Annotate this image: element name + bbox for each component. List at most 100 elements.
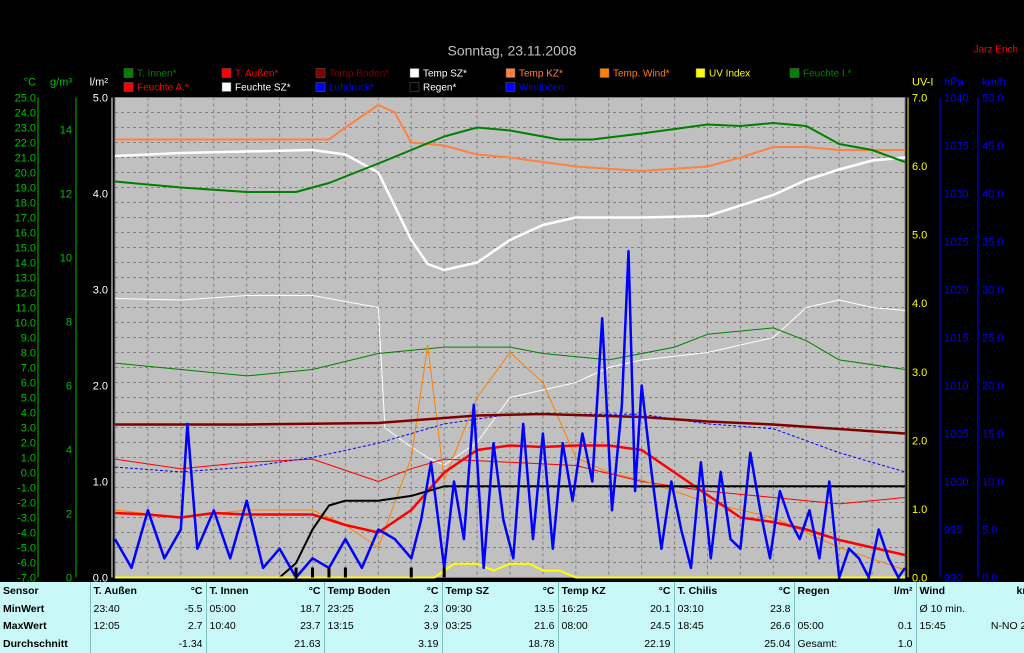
axis-tick-label: 2: [66, 509, 72, 521]
series-layer: [113, 104, 907, 579]
summary-panel: Sensor T. Außen °C T. Innen °C Temp Boden °C Te…: [0, 582, 1024, 653]
axis-unit-label: °C: [24, 77, 36, 89]
axis-tick-label: 10.0: [982, 477, 1003, 489]
axis-tick-label: 13.0: [15, 273, 36, 285]
axis-tick-label: 4.0: [21, 408, 36, 420]
axis-tick-label: 1035: [944, 141, 968, 153]
summary-cell: 2.3: [423, 602, 439, 615]
legend-swatch: [315, 82, 326, 92]
axis-tick-label: -7.0: [17, 573, 36, 585]
axis-tick-label: 16.0: [15, 228, 36, 240]
axis-unit-label: km/h: [982, 77, 1006, 89]
summary-cell: MinWert: [3, 602, 45, 615]
axis-tick-label: 40.0: [982, 189, 1003, 201]
axis-tick-label: 1005: [944, 429, 968, 441]
summary-cell: °C: [778, 584, 791, 597]
summary-cell: °C: [426, 584, 439, 597]
summary-cell: Sensor: [3, 584, 39, 597]
legend-swatch: [123, 68, 134, 78]
axis-tick-label: 17.0: [15, 213, 36, 225]
summary-cell: °C: [658, 584, 671, 597]
axis-tick-label: 3.0: [93, 285, 108, 297]
axis-tick-label: -1.0: [17, 483, 36, 495]
summary-row: Sensor T. Außen °C T. Innen °C Temp Boden °C Te…: [0, 582, 1024, 600]
summary-cell: 05:00: [205, 599, 270, 618]
summary-cell: 2.7: [187, 620, 203, 633]
axis-tick-label: 7.0: [912, 93, 927, 105]
summary-cell: 18:45: [673, 617, 740, 636]
axis-tick-label: 8: [66, 317, 72, 329]
series-line: [115, 412, 906, 435]
summary-cell: km/h: [1016, 584, 1024, 597]
axis-tick-label: 50.0: [982, 93, 1003, 105]
axis-tick-label: 8.0: [21, 348, 36, 360]
series-line: [115, 104, 905, 172]
legend-swatch: [221, 68, 232, 78]
summary-cell: °C: [190, 584, 203, 597]
axis-tick-label: 1025: [944, 237, 968, 249]
axis-tick-label: -2.0: [17, 498, 36, 510]
summary-cell: 25.04: [764, 638, 791, 651]
axis-tick-label: 1.0: [912, 504, 927, 516]
summary-cell: 15:45: [915, 617, 978, 636]
axis-tick-label: -3.0: [17, 513, 36, 525]
axis-tick-label: 1030: [944, 189, 968, 201]
rain-event-mark: [343, 567, 347, 578]
legend-swatch: [505, 82, 516, 92]
axis-tick-label: 35.0: [982, 237, 1003, 249]
axis-tick-label: 4: [66, 445, 72, 457]
summary-cell: [793, 599, 860, 618]
summary-cell: °C: [542, 584, 555, 597]
axis-tick-label: 23.0: [15, 123, 36, 135]
summary-cell: Ø 10 min.: [915, 599, 978, 618]
summary-cell: 16:25: [557, 599, 624, 618]
series-line: [114, 295, 906, 466]
summary-row: MinWert 23:40 -5.5 05:00 18.7 23:25 2.3 09:30 13…: [0, 599, 1024, 618]
plot-frame: [114, 97, 906, 578]
axis-tick-label: 1000: [944, 477, 968, 489]
axis-tick-label: 2.0: [21, 438, 36, 450]
summary-cell: l/m²: [893, 584, 913, 597]
summary-cell: 24.5: [650, 620, 671, 633]
axis-tick-label: 10: [60, 253, 72, 265]
legend-label: Temp. Wind*: [613, 69, 670, 80]
summary-cell: 23:40: [89, 599, 152, 618]
summary-cell: 21.63: [294, 638, 321, 651]
legend-swatch: [221, 82, 232, 92]
legend-label: Luftdruck*: [329, 83, 374, 94]
axis-tick-label: 1015: [944, 333, 968, 345]
summary-cell: 3.9: [423, 620, 439, 633]
axis-tick-label: 1010: [944, 381, 968, 393]
summary-cell: 18.7: [300, 602, 321, 615]
legend-label: Windböen: [519, 83, 564, 94]
rain-event-mark: [327, 567, 331, 578]
summary-cell: MaxWert: [3, 620, 47, 633]
axis-tick-label: 1040: [944, 93, 968, 105]
axis-tick-label: 10.0: [15, 318, 36, 330]
rain-event-mark: [294, 567, 298, 578]
summary-cell: 05:00: [793, 617, 860, 636]
axis-tick-label: 18.0: [15, 198, 36, 210]
summary-cell: 13:15: [323, 617, 390, 636]
axis-tick-label: 995: [944, 525, 962, 537]
summary-cell: [441, 635, 506, 653]
series-line: [113, 249, 907, 579]
summary-cell: [860, 600, 916, 618]
summary-cell: Wind: [915, 582, 978, 600]
axis-tick-label: 6.0: [21, 378, 36, 390]
axis-tick-label: 3.0: [912, 367, 927, 379]
summary-cell: 5.0: [978, 635, 1024, 653]
axis-tick-label: 3.0: [21, 423, 36, 435]
axis-tick-label: 4.0: [93, 189, 108, 201]
axis-tick-label: 5.0: [912, 230, 927, 242]
axis-tick-label: 1.0: [21, 453, 36, 465]
axis-tick-label: 15.0: [982, 429, 1003, 441]
axis-tick-label: 30.0: [982, 285, 1003, 297]
axis-tick-label: 5.0: [982, 525, 997, 537]
legend-label: Feuchte SZ*: [235, 83, 291, 94]
axis-tick-label: 12.0: [15, 288, 36, 300]
axis-tick-label: 11.0: [15, 303, 36, 315]
axis-tick-label: 14.0: [15, 258, 36, 270]
axis-tick-label: 20.0: [982, 381, 1003, 393]
